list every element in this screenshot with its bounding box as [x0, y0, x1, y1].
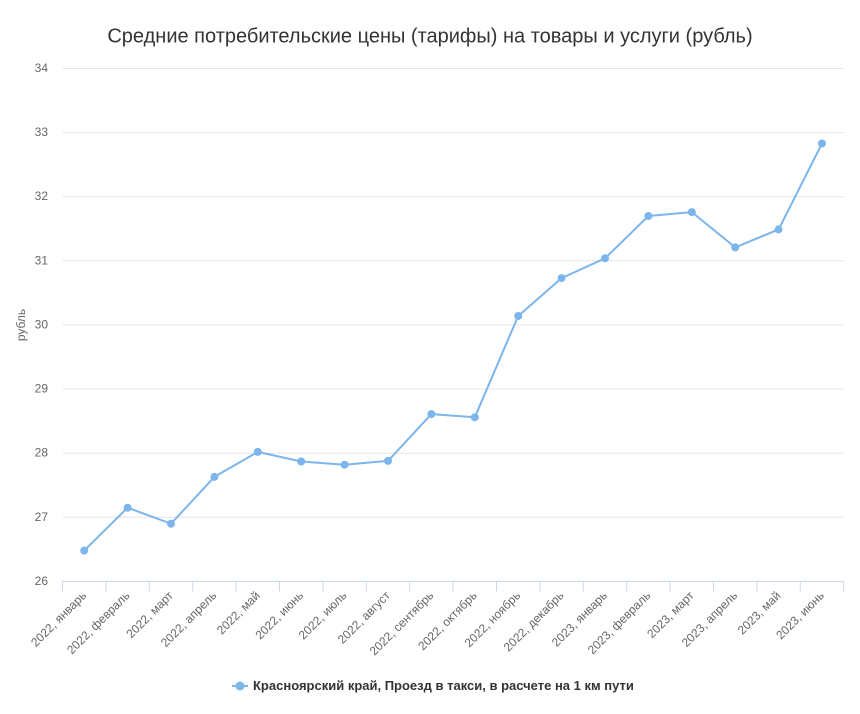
svg-text:26: 26	[35, 574, 49, 588]
svg-text:34: 34	[35, 61, 49, 75]
svg-text:27: 27	[35, 510, 49, 524]
svg-text:32: 32	[35, 189, 49, 203]
svg-text:30: 30	[35, 317, 49, 331]
svg-text:33: 33	[35, 125, 49, 139]
svg-text:Средние потребительские цены (: Средние потребительские цены (тарифы) на…	[107, 26, 752, 48]
svg-text:28: 28	[35, 446, 49, 460]
svg-text:31: 31	[35, 253, 49, 267]
svg-text:Красноярский край, Проезд в та: Красноярский край, Проезд в такси, в рас…	[253, 678, 634, 693]
svg-text:рубль: рубль	[14, 309, 28, 341]
svg-text:29: 29	[35, 382, 49, 396]
